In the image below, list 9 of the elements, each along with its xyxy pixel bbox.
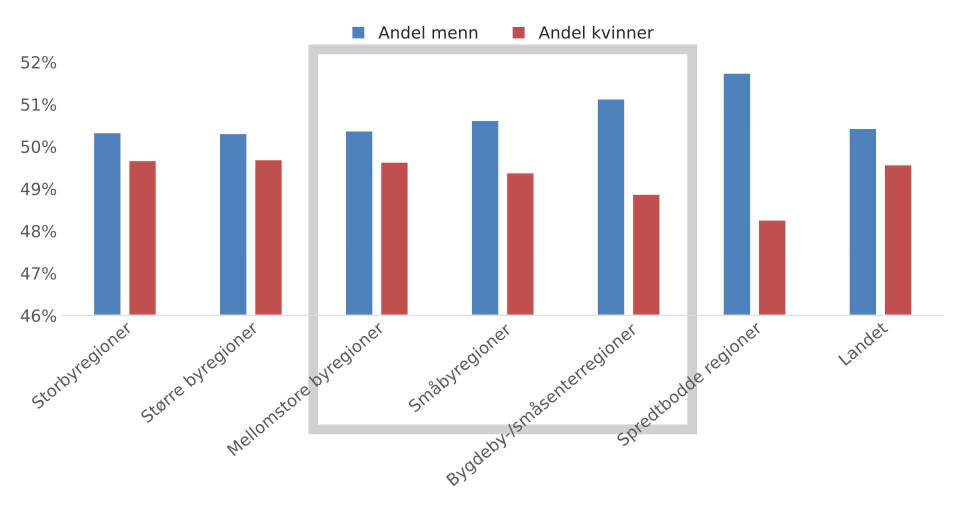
legend-label: Andel kvinner — [538, 26, 654, 39]
y-tick-label: 48% — [20, 224, 56, 238]
y-tick-label: 51% — [21, 98, 56, 111]
legend-label: Andel menn — [378, 26, 478, 39]
y-tick-label: 46% — [20, 309, 56, 322]
y-tick-label: 50% — [21, 140, 56, 154]
y-tick-label: 52% — [21, 56, 56, 69]
y-tick-label: 49% — [20, 182, 56, 196]
y-tick-label: 47% — [20, 267, 56, 280]
